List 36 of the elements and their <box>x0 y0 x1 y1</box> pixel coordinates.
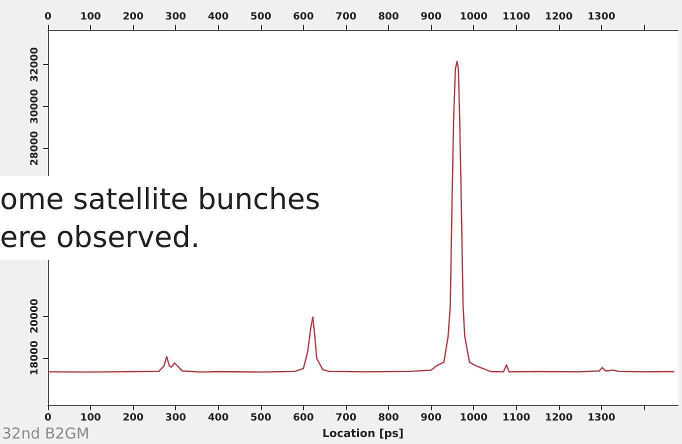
x-tick-label: 1100 <box>502 412 530 424</box>
x-tick-label: 500 <box>250 412 272 424</box>
x-tick-label: 1300 <box>587 412 616 424</box>
y-tick-label: 18000 <box>30 340 40 376</box>
x-tick-label: 200 <box>122 412 144 424</box>
x-tick-label: 1000 <box>460 412 488 424</box>
x2-tick-label: 700 <box>336 12 356 22</box>
x2-tick-label: 1200 <box>544 12 573 22</box>
x-axis-title: Location [ps] <box>322 427 404 440</box>
x2-tick-label: 0 <box>44 12 52 22</box>
x2-tick-label: 1100 <box>502 12 530 22</box>
x2-tick-label: 300 <box>165 12 186 22</box>
y-tick-label: 30000 <box>30 89 40 124</box>
x-tick-label: 0 <box>44 412 52 424</box>
x-tick-label: 800 <box>378 412 400 424</box>
x-tick-label: 700 <box>336 412 356 424</box>
x2-tick-label: 500 <box>250 12 272 22</box>
x2-tick-label: 1000 <box>460 12 488 22</box>
x-tick-label: 900 <box>420 412 442 424</box>
x2-tick-label: 400 <box>208 12 229 22</box>
x2-tick-label: 900 <box>420 12 442 22</box>
x-tick-label: 400 <box>208 412 229 424</box>
annotation: ome satellite bunches ere observed. <box>0 182 320 254</box>
y-tick-label: 28000 <box>30 130 40 166</box>
x2-tick-label: 200 <box>122 12 144 22</box>
x2-tick-label: 600 <box>292 12 314 22</box>
x-tick-label: 300 <box>165 412 186 424</box>
x2-tick-label: 100 <box>80 12 102 22</box>
y-tick-label: 32000 <box>30 47 40 82</box>
y-tick-label: 20000 <box>30 298 40 334</box>
x2-tick-label: 800 <box>378 12 400 22</box>
x2-tick-label: 1300 <box>587 12 616 22</box>
x-tick-label: 600 <box>292 412 314 424</box>
x-tick-label: 100 <box>80 412 102 424</box>
x-tick-label: 1200 <box>544 412 573 424</box>
text: 32nd B2GM <box>2 424 90 442</box>
